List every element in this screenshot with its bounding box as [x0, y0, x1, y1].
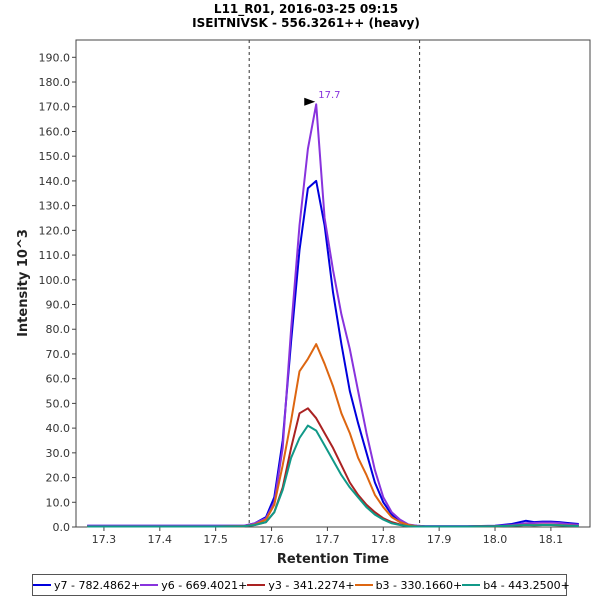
legend-item: b3 - 330.1660+ — [354, 578, 463, 592]
chromatogram-chart: L11_R01, 2016-03-25 09:15 ISEITNIVSK - 5… — [16, 2, 591, 567]
y-tick-label: 30.0 — [46, 447, 71, 460]
y-tick-label: 90.0 — [46, 299, 71, 312]
legend-swatch — [354, 584, 373, 586]
y-tick-label: 50.0 — [46, 397, 71, 410]
x-tick-label: 18.1 — [539, 533, 564, 546]
legend-swatch — [140, 584, 159, 586]
series-line — [87, 424, 579, 528]
legend: y7 - 782.4862+ y6 - 669.4021+ y3 - 341.227… — [32, 574, 570, 596]
legend-swatch — [33, 584, 51, 586]
legend-label: y7 - 782.4862+ — [54, 578, 141, 592]
y-axis-label: Intensity 10^3 — [16, 229, 31, 337]
y-tick-label: 60.0 — [46, 373, 71, 386]
legend-label: y3 - 341.2274+ — [268, 578, 355, 592]
chart-subtitle: ISEITNIVSK - 556.3261++ (heavy) — [192, 16, 420, 30]
series-layer — [87, 103, 579, 528]
legend-swatch — [462, 584, 481, 586]
peak-arrow-icon — [304, 97, 316, 106]
x-tick-label: 17.6 — [259, 533, 284, 546]
y-axis: 0.0 10.0 20.0 30.0 40.0 50.0 60.0 70.0 80.0 90.0 1… — [39, 51, 76, 534]
y-tick-label: 110.0 — [39, 249, 71, 262]
legend-label: b4 - 443.2500+ — [483, 578, 570, 592]
y-tick-label: 180.0 — [39, 76, 71, 89]
legend-item: y3 - 341.2274+ — [247, 578, 355, 592]
legend-label: y6 - 669.4021+ — [161, 578, 248, 592]
x-tick-label: 17.4 — [148, 533, 173, 546]
peak-label: 17.7 — [318, 90, 340, 101]
y-tick-label: 70.0 — [46, 348, 71, 361]
x-tick-label: 17.3 — [92, 533, 117, 546]
y-tick-label: 140.0 — [39, 175, 71, 188]
y-tick-label: 100.0 — [39, 274, 71, 287]
x-tick-label: 17.7 — [315, 533, 340, 546]
y-tick-label: 120.0 — [39, 224, 71, 237]
peak-annotation: 17.7 — [304, 90, 341, 106]
legend-item: b4 - 443.2500+ — [462, 579, 570, 592]
y-tick-label: 0.0 — [53, 521, 71, 534]
x-axis-label: Retention Time — [277, 552, 389, 567]
chart-title: L11_R01, 2016-03-25 09:15 — [214, 2, 398, 17]
y-tick-label: 10.0 — [46, 496, 71, 509]
plot-area — [75, 39, 591, 528]
legend-item: y7 - 782.4862+ — [33, 579, 140, 592]
legend-swatch — [247, 584, 266, 586]
x-axis: 17.3 17.4 17.5 17.6 17.7 17.8 17.9 18.0 18.1 — [92, 527, 563, 546]
y-tick-label: 160.0 — [39, 125, 71, 138]
x-tick-label: 17.9 — [427, 533, 452, 546]
y-tick-label: 170.0 — [39, 101, 71, 114]
y-tick-label: 40.0 — [46, 422, 71, 435]
y-tick-label: 20.0 — [46, 472, 71, 485]
y-tick-label: 80.0 — [46, 323, 71, 336]
y-tick-label: 190.0 — [39, 51, 71, 64]
x-tick-label: 17.8 — [371, 533, 396, 546]
legend-label: b3 - 330.1660+ — [375, 578, 463, 592]
legend-item: y6 - 669.4021+ — [140, 579, 247, 592]
y-tick-label: 150.0 — [39, 150, 71, 163]
x-tick-label: 18.0 — [483, 533, 508, 546]
x-tick-label: 17.5 — [203, 533, 228, 546]
y-tick-label: 130.0 — [39, 200, 71, 213]
